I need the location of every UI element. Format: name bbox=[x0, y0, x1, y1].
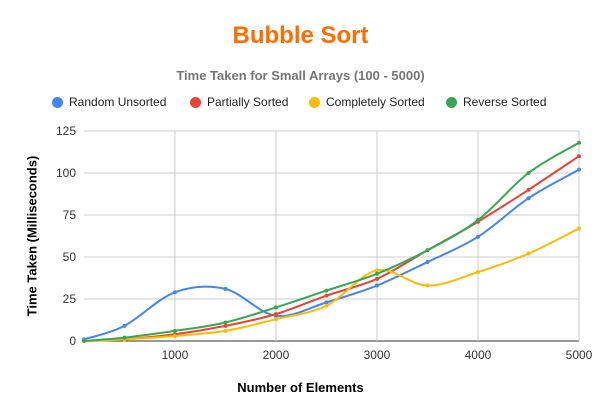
chart-subtitle: Time Taken for Small Arrays (100 - 5000) bbox=[176, 68, 425, 83]
legend-label: Completely Sorted bbox=[326, 95, 425, 109]
x-tick-label: 4000 bbox=[465, 348, 492, 362]
data-point bbox=[374, 268, 379, 273]
data-point bbox=[475, 218, 480, 223]
y-tick-label: 50 bbox=[63, 250, 77, 264]
grid bbox=[84, 130, 580, 342]
series-line bbox=[83, 227, 580, 342]
data-point bbox=[425, 283, 430, 288]
data-point bbox=[374, 283, 379, 288]
series-random-unsorted bbox=[82, 167, 581, 342]
y-tick-label: 75 bbox=[63, 208, 77, 222]
data-point bbox=[475, 234, 480, 239]
data-point bbox=[374, 276, 379, 281]
data-point bbox=[577, 226, 581, 231]
data-point bbox=[577, 140, 581, 145]
legend-label: Partially Sorted bbox=[207, 95, 289, 109]
data-point bbox=[172, 290, 177, 295]
x-tick-label: 5000 bbox=[566, 348, 593, 362]
data-point bbox=[223, 323, 228, 328]
data-point bbox=[273, 305, 278, 310]
x-axis-label: Number of Elements bbox=[237, 380, 364, 395]
data-point bbox=[172, 328, 177, 333]
y-tick-label: 125 bbox=[56, 124, 76, 138]
series-partially-sorted bbox=[82, 154, 581, 343]
data-point bbox=[577, 154, 581, 159]
data-point bbox=[324, 300, 329, 305]
data-point bbox=[374, 271, 379, 276]
data-point bbox=[223, 328, 228, 333]
data-point bbox=[425, 248, 430, 253]
data-point bbox=[122, 323, 127, 328]
legend: Random Unsorted Partially Sorted Complet… bbox=[0, 95, 601, 111]
data-point bbox=[475, 270, 480, 275]
legend-item-reverse-sorted[interactable]: Reverse Sorted bbox=[446, 95, 546, 109]
data-point bbox=[526, 187, 531, 192]
data-point bbox=[425, 260, 430, 265]
legend-marker-partially-sorted bbox=[190, 96, 201, 108]
x-tick-label: 1000 bbox=[162, 348, 189, 362]
series-lines bbox=[82, 140, 581, 343]
x-tick-label: 2000 bbox=[263, 348, 290, 362]
legend-label: Random Unsorted bbox=[69, 95, 167, 109]
legend-label: Reverse Sorted bbox=[463, 95, 547, 109]
legend-item-completely-sorted[interactable]: Completely Sorted bbox=[309, 95, 425, 109]
series-reverse-sorted bbox=[82, 140, 581, 343]
data-point bbox=[324, 288, 329, 293]
data-point bbox=[172, 333, 177, 338]
x-tick-label: 3000 bbox=[364, 348, 391, 362]
tick-labels: 0 25 50 75 100 125 1000 2000 3000 4000 5000 bbox=[56, 124, 593, 362]
data-point bbox=[526, 196, 531, 201]
data-point bbox=[324, 293, 329, 298]
data-point bbox=[273, 312, 278, 317]
legend-marker-completely-sorted bbox=[309, 96, 320, 108]
legend-item-partially-sorted[interactable]: Partially Sorted bbox=[190, 95, 288, 109]
series-completely-sorted bbox=[82, 226, 581, 343]
data-point bbox=[526, 251, 531, 256]
legend-marker-random-unsorted bbox=[52, 96, 63, 108]
chart-title: Bubble Sort bbox=[232, 22, 369, 49]
data-point bbox=[324, 303, 329, 308]
data-point bbox=[577, 167, 581, 172]
series-line bbox=[83, 141, 580, 342]
y-tick-label: 100 bbox=[56, 166, 76, 180]
y-tick-label: 25 bbox=[63, 292, 77, 306]
data-point bbox=[122, 335, 127, 340]
y-tick-label: 0 bbox=[69, 334, 76, 348]
series-line bbox=[83, 155, 580, 342]
legend-item-random-unsorted[interactable]: Random Unsorted bbox=[52, 95, 166, 109]
y-axis-label: Time Taken (Milliseconds) bbox=[24, 155, 40, 317]
data-point bbox=[223, 286, 228, 291]
legend-marker-reverse-sorted bbox=[446, 96, 457, 108]
data-point bbox=[526, 171, 531, 175]
data-point bbox=[82, 339, 86, 343]
data-point bbox=[273, 317, 278, 322]
data-point bbox=[223, 320, 228, 325]
